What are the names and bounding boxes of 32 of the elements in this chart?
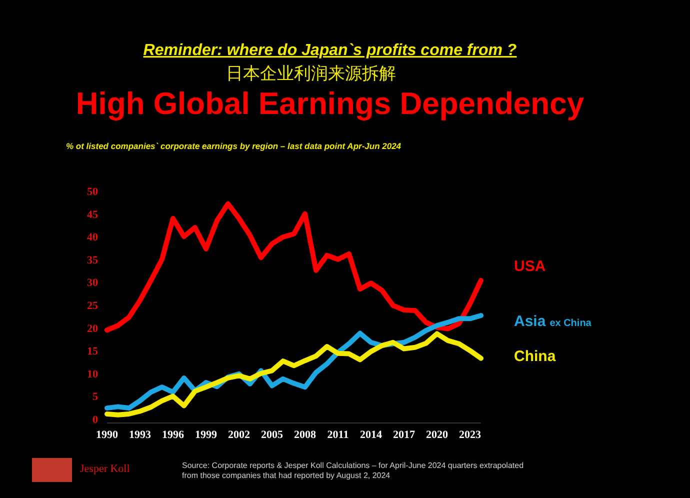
- text: 日本企业利润来源拆解: [226, 64, 396, 84]
- x-tick-label: 2011: [327, 429, 349, 441]
- x-tick-label: 2017: [393, 429, 416, 441]
- source-note: Source: Corporate reports & Jesper Koll Calculations – for April-June 2024 quarters extrapolated from those companies that had reported by August 2, 2024: [182, 461, 524, 480]
- text: Asia ex China: [514, 313, 592, 330]
- y-tick-label: 0: [92, 414, 98, 426]
- chart-title: High Global Earnings Dependency: [76, 86, 585, 121]
- text: Reminder: where do Japan`s profits come from ?: [143, 42, 517, 59]
- y-tick-label: 45: [87, 208, 98, 221]
- x-tick-label: 2023: [459, 429, 482, 441]
- y-tick-label: 10: [87, 368, 98, 380]
- text: China: [514, 348, 556, 365]
- y-tick-label: 25: [87, 300, 98, 312]
- x-tick-label: 2005: [261, 429, 284, 441]
- x-tick-label: 2002: [228, 429, 250, 441]
- y-tick-label: 15: [87, 346, 98, 358]
- x-tick-label: 1990: [96, 429, 118, 441]
- chart-subtitle: % ot listed companies` corporate earnings by region – last data point Apr-Jun 2024: [66, 141, 402, 151]
- x-tick-label: 1996: [162, 429, 184, 441]
- y-tick-label: 20: [87, 322, 98, 335]
- text: Jesper Koll: [80, 463, 130, 475]
- x-tick-label: 1993: [129, 429, 152, 441]
- x-tick-label: 2014: [360, 429, 382, 441]
- y-tick-label: 40: [87, 232, 98, 244]
- x-tick-label: 1999: [195, 429, 218, 441]
- x-tick-label: 2008: [294, 429, 316, 441]
- y-tick-label: 35: [87, 254, 98, 266]
- x-tick-label: 2020: [426, 429, 448, 441]
- y-tick-label: 30: [87, 277, 98, 290]
- y-tick-label: 50: [87, 186, 98, 198]
- text: USA: [514, 258, 546, 275]
- y-tick-label: 5: [92, 391, 98, 404]
